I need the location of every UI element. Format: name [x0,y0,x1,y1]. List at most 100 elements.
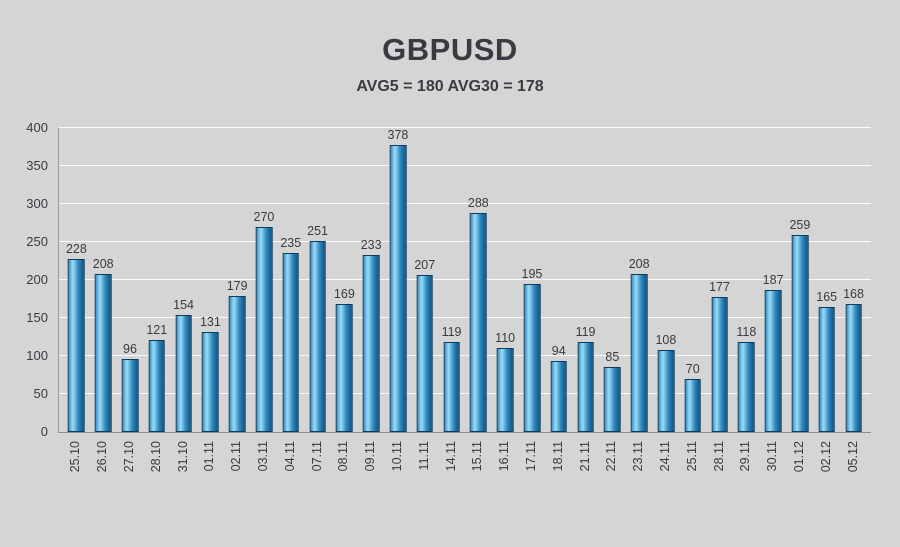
x-tick-slot: 28.10 [142,436,169,504]
x-axis-tick-label: 21.11 [577,441,592,472]
gridline [59,317,871,318]
bar [362,254,380,432]
bar-value-label: 270 [253,209,275,224]
bar-value-label: 233 [360,237,382,252]
x-axis-tick-label: 05.12 [845,441,860,473]
bar-slot: 233 [358,128,385,432]
x-tick-slot: 23.11 [625,436,652,504]
x-axis-tick-label: 25.10 [68,441,83,473]
x-tick-slot: 15.11 [464,436,491,504]
x-axis-tick-label: 29.11 [738,441,753,472]
bar-slot: 121 [143,128,170,432]
bar-slot: 70 [679,128,706,432]
x-axis-tick-label: 15.11 [470,441,485,472]
x-tick-slot: 17.11 [518,436,545,504]
bar [255,226,273,432]
x-tick-slot: 07.11 [303,436,330,504]
bar-value-label: 195 [521,266,543,281]
bar-value-label: 259 [789,218,811,233]
bar-slot: 270 [251,128,278,432]
x-axis-tick-label: 07.11 [309,441,324,472]
bar-slot: 235 [277,128,304,432]
chart-subtitle: AVG5 = 180 AVG30 = 178 [356,78,544,95]
bar-value-label: 85 [605,350,620,365]
x-tick-slot: 14.11 [437,436,464,504]
x-axis-tick-label: 30.11 [765,441,780,472]
y-axis-tick-label: 250 [26,234,48,249]
bar-slot: 208 [626,128,653,432]
bar [711,297,728,432]
bar-value-label: 96 [123,342,137,357]
x-tick-slot: 18.11 [544,436,571,504]
chart-title: GBPUSD [382,32,518,67]
bar-slot: 259 [787,128,814,432]
bar-slot: 169 [331,128,358,432]
bar [764,289,782,432]
x-axis-tick-label: 10.11 [389,441,404,472]
plot-area: 228 208 96 121 154 131 179 270 235 251 169 233 378 20… [58,127,871,433]
bar-slot: 378 [385,128,412,432]
bar-value-label: 208 [92,256,114,271]
x-tick-slot: 01.12 [786,436,813,504]
bar-value-label: 70 [685,361,700,376]
y-axis-tick-label: 300 [26,196,48,211]
x-tick-slot: 29.11 [732,436,759,504]
y-axis-tick-label: 400 [26,120,48,135]
bar-value-label: 235 [280,236,302,251]
bar-value-label: 207 [414,257,436,272]
x-axis-tick-label: 11.11 [416,441,431,471]
bar-value-label: 119 [575,324,596,339]
bar [818,306,836,432]
bar-slot: 108 [653,128,680,432]
gridline [59,127,871,128]
bar-slot: 187 [760,128,787,432]
x-tick-slot: 26.10 [89,436,116,504]
bar-value-label: 228 [65,241,87,256]
bar [791,235,809,432]
x-axis-tick-label: 03.11 [255,441,270,472]
bar-value-label: 251 [307,224,328,239]
bar-value-label: 179 [226,278,248,293]
bar-value-label: 108 [655,332,677,347]
bar-slot: 251 [304,128,331,432]
x-tick-slot: 22.11 [598,436,625,504]
x-tick-slot: 03.11 [250,436,277,504]
bar [470,213,487,432]
bar-slot: 288 [465,128,492,432]
x-axis-tick-label: 17.11 [523,441,538,472]
x-axis-tick-label: 09.11 [363,441,378,472]
y-axis-tick-label: 100 [26,348,48,363]
bar-value-label: 177 [709,280,730,295]
bar [738,342,755,432]
bar-value-label: 187 [762,272,784,287]
x-axis-tick-label: 28.11 [711,441,726,472]
x-tick-slot: 25.10 [62,436,89,504]
bar [496,348,514,432]
bar-slot: 208 [90,128,117,432]
y-axis-tick-label: 50 [33,386,48,401]
y-axis-tick-label: 150 [26,310,48,325]
bar [657,349,675,432]
x-axis-tick-label: 28.10 [148,441,163,473]
x-axis-tick-label: 01.12 [791,441,806,473]
gridline [59,393,871,394]
bar-value-label: 378 [387,127,409,142]
bar [630,273,648,432]
bar [94,273,112,432]
x-axis-tick-label: 26.10 [95,441,110,473]
bar-slot: 154 [170,128,197,432]
y-axis-tick-label: 350 [26,158,48,173]
bar-slot: 119 [572,128,599,432]
x-axis-tick-label: 01.11 [202,441,217,472]
bar [389,144,407,432]
bar-slot: 94 [545,128,572,432]
x-tick-slot: 09.11 [357,436,384,504]
bar-slot: 119 [438,128,465,432]
y-axis-tick-label: 200 [26,272,48,287]
x-tick-slot: 02.12 [812,436,839,504]
bar-value-label: 131 [199,315,221,330]
bar [309,241,326,432]
bar [443,341,460,432]
bar [148,340,166,432]
gridline [59,279,871,280]
